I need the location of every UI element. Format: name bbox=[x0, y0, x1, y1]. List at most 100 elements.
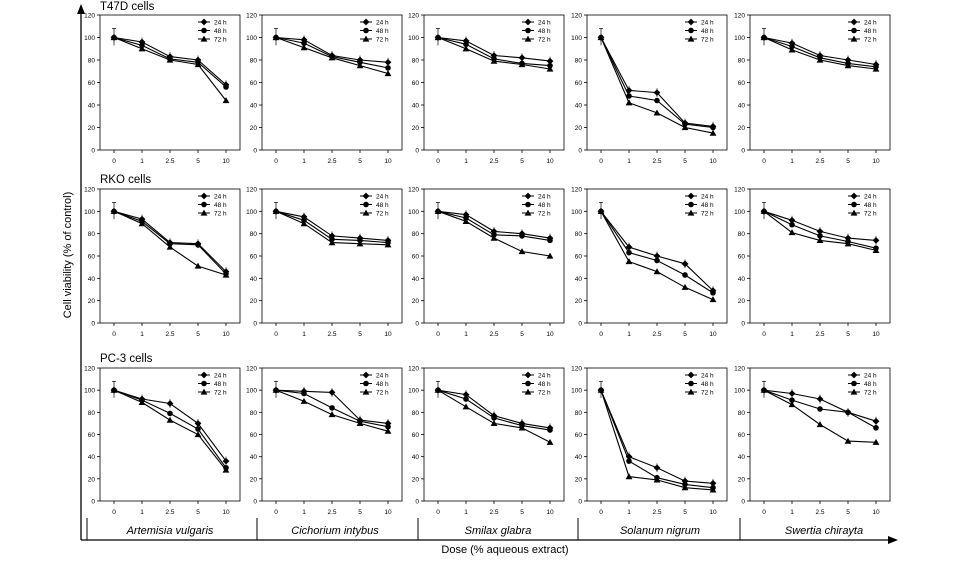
series-24-h bbox=[760, 34, 880, 69]
legend-marker-72-h bbox=[850, 35, 858, 42]
column-label-solanum: Solanum nigrum bbox=[620, 525, 700, 537]
x-tick-label: 2.5 bbox=[327, 331, 336, 338]
series-72-h bbox=[272, 207, 392, 248]
y-tick-label: 20 bbox=[738, 125, 746, 132]
x-tick-label: 5 bbox=[846, 509, 850, 516]
data-point-48-h-5 bbox=[682, 272, 688, 278]
panel-rko-solanum-nigrum: 0 20 40 60 80 100 120 0 1 2.5 5 10 24 h48 h 72 h bbox=[571, 187, 728, 338]
y-tick-label: 80 bbox=[88, 58, 96, 65]
y-tick-label: 20 bbox=[738, 476, 746, 483]
data-point-48-h-10 bbox=[873, 425, 879, 431]
y-tick-label: 20 bbox=[412, 298, 420, 305]
legend-label-72-h: 72 h bbox=[538, 211, 551, 218]
series-72-h bbox=[434, 34, 554, 72]
y-tick-label: 0 bbox=[578, 499, 582, 506]
data-point-72-h-2-5 bbox=[653, 109, 661, 116]
data-point-48-h-5 bbox=[519, 233, 525, 239]
data-point-72-h-1 bbox=[462, 403, 470, 410]
x-tick-label: 0 bbox=[436, 331, 440, 338]
data-point-48-h-2-5 bbox=[491, 415, 497, 421]
y-tick-label: 0 bbox=[415, 321, 419, 328]
data-point-72-h-0 bbox=[272, 386, 280, 393]
legend: 24 h48 h 72 h bbox=[848, 371, 877, 397]
y-tick-label: 40 bbox=[575, 103, 583, 110]
legend-marker-48-h bbox=[525, 201, 531, 208]
series-24-h bbox=[597, 34, 717, 131]
data-point-72-h-2-5 bbox=[653, 268, 661, 275]
y-tick-label: 100 bbox=[571, 209, 582, 216]
data-point-72-h-1 bbox=[138, 398, 146, 405]
x-tick-label: 0 bbox=[599, 331, 603, 338]
data-point-72-h-0 bbox=[110, 34, 118, 41]
y-tick-label: 80 bbox=[575, 231, 583, 238]
x-tick-label: 10 bbox=[709, 158, 717, 165]
y-tick-label: 0 bbox=[741, 499, 745, 506]
legend-marker-48-h bbox=[525, 27, 531, 34]
data-point-72-h-0 bbox=[760, 386, 768, 393]
legend-marker-24-h bbox=[200, 192, 208, 200]
y-tick-label: 0 bbox=[415, 499, 419, 506]
y-tick-label: 40 bbox=[412, 276, 420, 283]
x-tick-label: 0 bbox=[762, 509, 766, 516]
legend-label-48-h: 48 h bbox=[214, 381, 227, 388]
data-point-48-h-2-5 bbox=[654, 257, 660, 264]
data-point-48-h-10 bbox=[223, 84, 229, 90]
x-tick-label: 1 bbox=[464, 158, 468, 165]
data-point-48-h-2-5 bbox=[817, 233, 823, 239]
x-tick-label: 5 bbox=[846, 331, 850, 338]
legend-marker-24-h bbox=[524, 371, 532, 379]
legend-label-48-h: 48 h bbox=[538, 202, 551, 209]
legend-marker-48-h bbox=[363, 380, 369, 387]
legend-marker-48-h bbox=[201, 380, 207, 387]
x-tick-label: 5 bbox=[846, 158, 850, 165]
y-tick-label: 120 bbox=[246, 366, 257, 373]
y-tick-label: 20 bbox=[575, 476, 583, 483]
data-point-48-h-1 bbox=[626, 458, 632, 464]
legend-label-48-h: 48 h bbox=[214, 202, 227, 209]
series-72-h bbox=[760, 207, 880, 254]
x-tick-label: 10 bbox=[709, 331, 717, 338]
data-point-48-h-5 bbox=[195, 242, 201, 248]
series-72-h bbox=[597, 386, 717, 493]
x-tick-label: 0 bbox=[599, 158, 603, 165]
x-tick-label: 10 bbox=[222, 509, 230, 516]
data-point-72-h-1 bbox=[625, 473, 633, 480]
x-tick-label: 0 bbox=[762, 158, 766, 165]
data-point-72-h-5 bbox=[844, 240, 852, 247]
data-point-72-h-0 bbox=[597, 34, 605, 41]
legend-marker-72-h bbox=[850, 388, 858, 395]
x-tick-label: 1 bbox=[302, 331, 306, 338]
x-tick-label: 10 bbox=[872, 509, 880, 516]
legend-label-72-h: 72 h bbox=[376, 390, 389, 397]
legend-marker-48-h bbox=[688, 27, 694, 34]
panel-t47d-swertia-chirayta: 0 20 40 60 80 100 120 0 1 2.5 5 10 24 h48 h 72 h bbox=[734, 13, 891, 165]
figure-frame bbox=[77, 4, 898, 544]
figure-horizontal-arrow bbox=[888, 536, 898, 544]
y-tick-label: 100 bbox=[734, 209, 745, 216]
plot-area-frame bbox=[423, 14, 565, 151]
panel-rko-smilax-glabra: 0 20 40 60 80 100 120 0 1 2.5 5 10 24 h48 h 72 h bbox=[408, 187, 565, 338]
y-tick-label: 0 bbox=[253, 148, 257, 155]
legend-marker-48-h bbox=[201, 201, 207, 208]
y-tick-label: 60 bbox=[250, 432, 258, 439]
y-tick-label: 80 bbox=[88, 231, 96, 238]
legend-label-48-h: 48 h bbox=[864, 202, 877, 209]
data-point-48-h-1 bbox=[463, 41, 469, 48]
x-tick-label: 10 bbox=[222, 158, 230, 165]
series-line bbox=[600, 210, 714, 291]
legend-marker-48-h bbox=[688, 201, 694, 208]
y-tick-label: 120 bbox=[246, 187, 257, 194]
data-point-72-h-0 bbox=[272, 207, 280, 214]
y-tick-label: 40 bbox=[88, 454, 96, 461]
series-72-h bbox=[434, 386, 554, 445]
legend-label-48-h: 48 h bbox=[376, 202, 389, 209]
data-point-72-h-10 bbox=[546, 252, 554, 259]
y-tick-label: 0 bbox=[91, 499, 95, 506]
x-tick-label: 5 bbox=[683, 509, 687, 516]
x-tick-label: 5 bbox=[196, 509, 200, 516]
legend: 24 h48 h 72 h bbox=[198, 192, 227, 218]
x-tick-label: 0 bbox=[112, 331, 116, 338]
x-tick-label: 5 bbox=[196, 158, 200, 165]
legend-marker-48-h bbox=[851, 27, 857, 34]
series-48-h bbox=[273, 387, 391, 430]
